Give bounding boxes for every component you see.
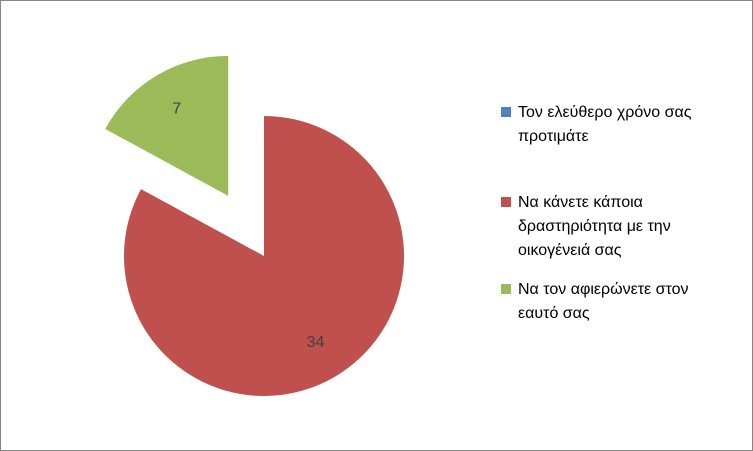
pie-slice <box>105 55 229 196</box>
legend-swatch <box>501 284 511 294</box>
legend-entry: Να τον αφιερώνετε στον εαυτό σας <box>501 278 731 326</box>
legend-entry: Να κάνετε κάποια δραστηριότητα με την οι… <box>501 191 731 263</box>
legend-swatch <box>501 107 511 117</box>
legend-label: Να τον αφιερώνετε στον εαυτό σας <box>518 281 689 322</box>
data-label: 7 <box>172 100 181 117</box>
legend-label: Τον ελεύθερο χρόνο σας προτιμάτε <box>518 104 692 145</box>
pie-slice <box>124 116 405 396</box>
legend-label: Να κάνετε κάποια δραστηριότητα με την οι… <box>518 194 671 259</box>
legend-entry: Τον ελεύθερο χρόνο σας προτιμάτε <box>501 101 731 149</box>
legend-swatch <box>501 197 511 207</box>
data-label: 34 <box>307 334 325 351</box>
